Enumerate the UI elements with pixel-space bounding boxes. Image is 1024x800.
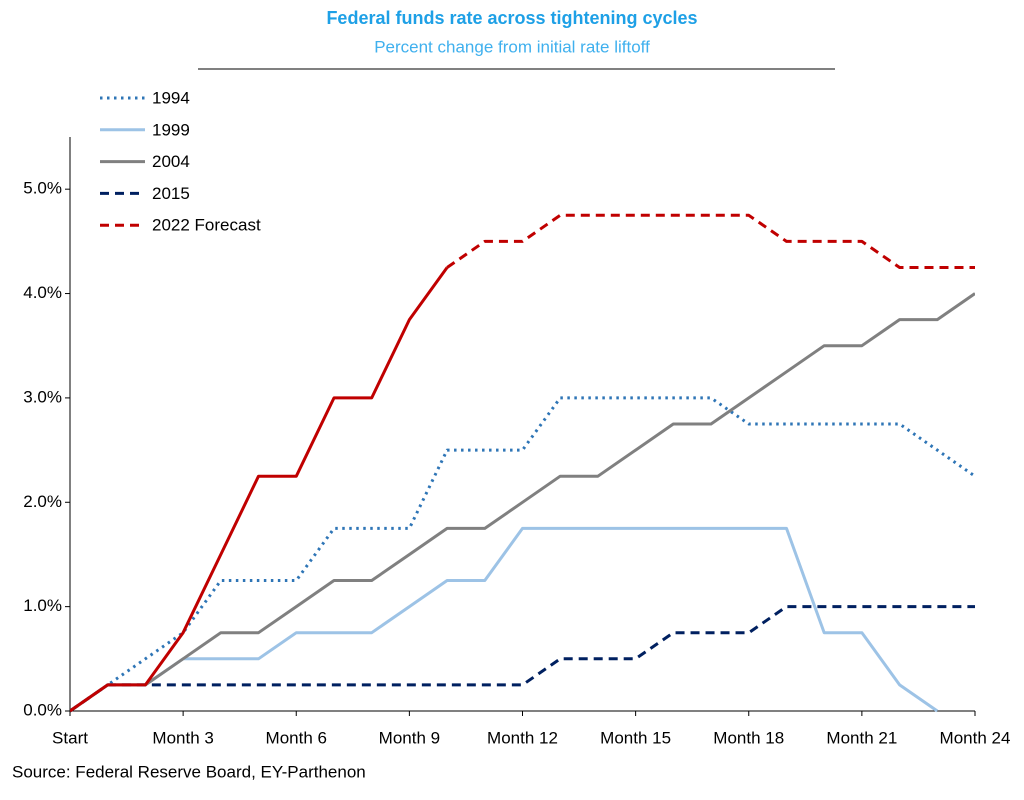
y-tick-label: 3.0% [23, 387, 62, 406]
chart-title: Federal funds rate across tightening cyc… [326, 8, 697, 28]
source-note: Source: Federal Reserve Board, EY-Parthe… [12, 762, 366, 781]
legend-label: 1999 [152, 120, 190, 139]
x-tick-label: Month 21 [826, 728, 897, 747]
y-tick-label: 4.0% [23, 283, 62, 302]
x-tick-label: Month 6 [266, 728, 327, 747]
y-tick-label: 2.0% [23, 492, 62, 511]
chart-subtitle: Percent change from initial rate liftoff [374, 37, 650, 56]
series-line [70, 266, 449, 713]
x-tick-label: Month 9 [379, 728, 440, 747]
x-tick-label: Month 3 [152, 728, 213, 747]
y-tick-label: 1.0% [23, 596, 62, 615]
x-tick-label: Month 15 [600, 728, 671, 747]
y-tick-label: 0.0% [23, 700, 62, 719]
legend-label: 2015 [152, 184, 190, 203]
y-tick-label: 5.0% [23, 179, 62, 198]
x-tick-label: Month 18 [713, 728, 784, 747]
series-line [70, 292, 975, 713]
x-tick-label: Start [52, 728, 88, 747]
series-line [446, 213, 975, 269]
series-line [70, 605, 975, 713]
x-tick-label: Month 24 [940, 728, 1011, 747]
x-tick-label: Month 12 [487, 728, 558, 747]
legend-label: 2022 Forecast [152, 216, 261, 235]
series-line [70, 526, 939, 713]
series-line [70, 396, 975, 713]
legend-label: 2004 [152, 152, 190, 171]
legend-label: 1994 [152, 88, 190, 107]
